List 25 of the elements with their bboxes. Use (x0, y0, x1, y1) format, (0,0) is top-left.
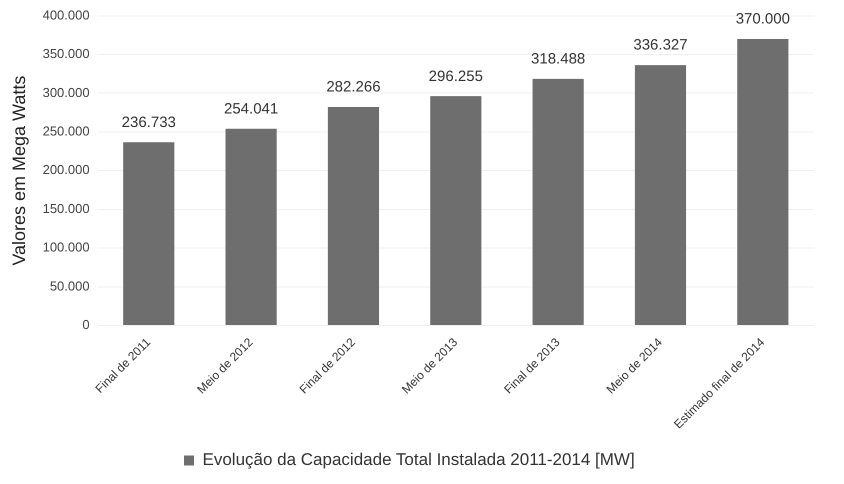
y-tick-label: 0 (82, 317, 90, 332)
bar (737, 39, 788, 325)
y-tick-label: 200.000 (42, 162, 90, 178)
data-label: 254.041 (224, 100, 278, 118)
data-label: 318.488 (531, 50, 586, 68)
data-label: 336.327 (633, 36, 688, 54)
bar (532, 78, 584, 325)
y-tick-label: 150.000 (42, 200, 90, 216)
bar (328, 106, 380, 325)
data-label: 370.000 (736, 10, 790, 28)
bar (123, 142, 174, 325)
y-tick-label: 250.000 (42, 124, 90, 139)
bar (430, 96, 482, 325)
y-tick-label: 300.000 (42, 84, 90, 100)
data-label: 296.255 (428, 68, 483, 85)
y-tick-label: 350.000 (42, 46, 90, 62)
y-tick-label: 100.000 (42, 240, 90, 255)
data-label: 282.266 (326, 78, 381, 96)
y-tick-label: 50.000 (50, 278, 90, 294)
y-axis-title: Valores em Mega Watts (8, 76, 29, 266)
bar (634, 65, 686, 325)
bar (226, 128, 277, 325)
y-tick-label: 400.000 (42, 7, 90, 22)
data-label: 236.733 (122, 114, 176, 131)
legend-label: Evolução da Capacidade Total Instalada 2011-2014 [MW] (202, 450, 635, 470)
